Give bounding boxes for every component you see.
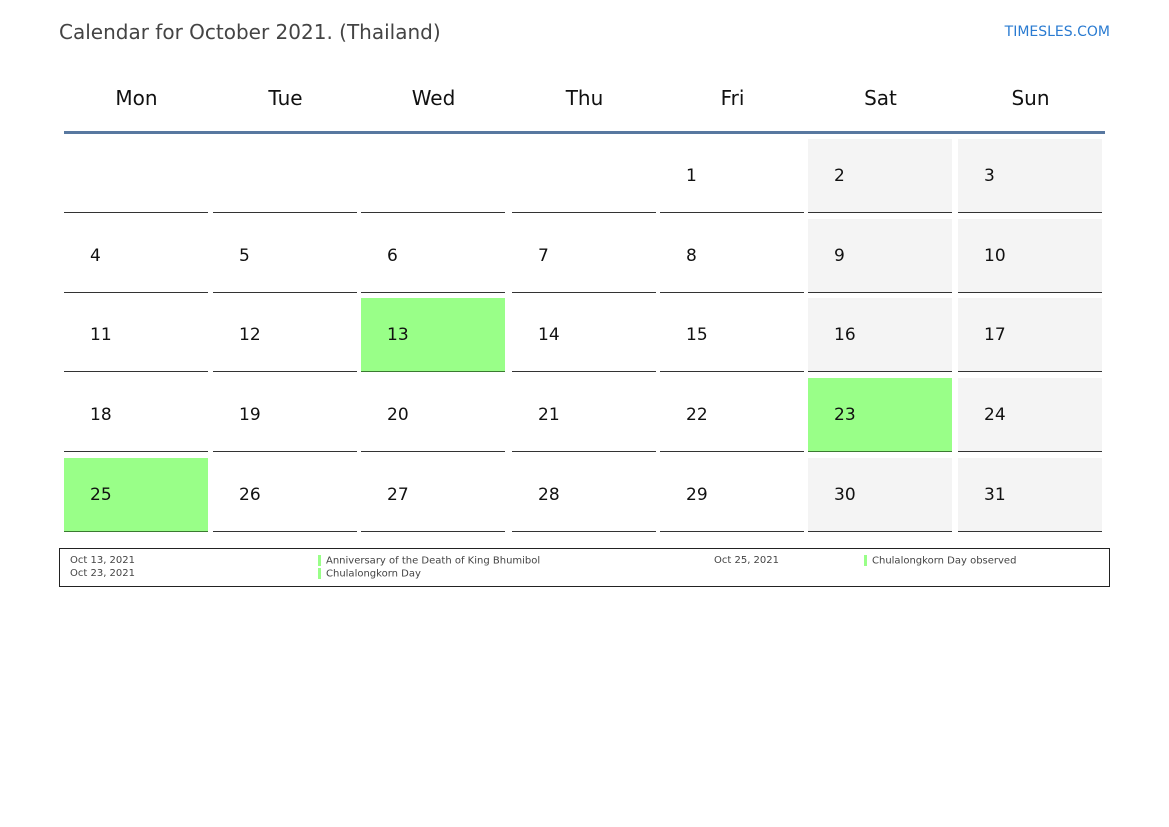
day-cell: 21: [512, 378, 656, 452]
holiday-color-marker: [318, 555, 321, 566]
weekday-header-sat: Sat: [864, 86, 897, 110]
weekday-header-wed: Wed: [411, 86, 456, 110]
brand-link[interactable]: TIMESLES.COM: [1004, 24, 1110, 40]
day-cell: [213, 139, 357, 213]
day-number: 14: [538, 325, 560, 345]
day-number: 2: [834, 166, 845, 186]
legend-holiday: Chulalongkorn Day: [318, 568, 421, 580]
legend-holiday-name: Anniversary of the Death of King Bhumibo…: [326, 555, 541, 567]
day-cell: 3: [958, 139, 1102, 213]
day-number: 16: [834, 325, 856, 345]
day-number: 12: [239, 325, 261, 345]
day-number: 31: [984, 485, 1006, 505]
day-number: 10: [984, 246, 1006, 266]
day-number: 17: [984, 325, 1006, 345]
day-cell: 19: [213, 378, 357, 452]
day-number: 4: [90, 246, 101, 266]
day-cell: 10: [958, 219, 1102, 293]
day-cell: 24: [958, 378, 1102, 452]
day-cell: 14: [512, 298, 656, 372]
day-number: 13: [387, 325, 409, 345]
header-divider: [64, 131, 1105, 134]
day-cell: 28: [512, 458, 656, 532]
day-cell: 2: [808, 139, 952, 213]
day-cell: 27: [361, 458, 505, 532]
day-number: 30: [834, 485, 856, 505]
legend-date: Oct 13, 2021: [70, 555, 135, 566]
day-number: 27: [387, 485, 409, 505]
day-cell: 31: [958, 458, 1102, 532]
legend-holiday: Anniversary of the Death of King Bhumibo…: [318, 555, 540, 567]
weekday-header-sun: Sun: [1011, 86, 1050, 110]
day-number: 7: [538, 246, 549, 266]
day-number: 26: [239, 485, 261, 505]
day-number: 8: [686, 246, 697, 266]
day-cell: 8: [660, 219, 804, 293]
legend-holiday-name: Chulalongkorn Day: [326, 568, 421, 580]
day-cell: 17: [958, 298, 1102, 372]
day-cell: 1: [660, 139, 804, 213]
day-number: 6: [387, 246, 398, 266]
legend-date: Oct 25, 2021: [714, 555, 779, 566]
day-cell: [512, 139, 656, 213]
day-cell: 15: [660, 298, 804, 372]
day-number: 3: [984, 166, 995, 186]
weekday-header-tue: Tue: [268, 86, 303, 110]
day-cell: 22: [660, 378, 804, 452]
day-cell: 13: [361, 298, 505, 372]
day-number: 28: [538, 485, 560, 505]
day-cell: [64, 139, 208, 213]
day-cell: 9: [808, 219, 952, 293]
holiday-color-marker: [864, 555, 867, 566]
weekday-header-thu: Thu: [565, 86, 604, 110]
day-cell: 25: [64, 458, 208, 532]
day-cell: 29: [660, 458, 804, 532]
page-title: Calendar for October 2021. (Thailand): [59, 20, 441, 44]
day-number: 19: [239, 405, 261, 425]
day-cell: 4: [64, 219, 208, 293]
holiday-color-marker: [318, 568, 321, 579]
day-cell: 30: [808, 458, 952, 532]
weekday-header-mon: Mon: [115, 86, 158, 110]
day-number: 18: [90, 405, 112, 425]
day-number: 29: [686, 485, 708, 505]
day-cell: 26: [213, 458, 357, 532]
day-cell: 7: [512, 219, 656, 293]
day-number: 22: [686, 405, 708, 425]
day-cell: 5: [213, 219, 357, 293]
holiday-legend: Oct 13, 2021 Oct 23, 2021 Anniversary of…: [59, 548, 1110, 587]
day-cell: 18: [64, 378, 208, 452]
day-cell: 20: [361, 378, 505, 452]
day-cell: [361, 139, 505, 213]
day-number: 5: [239, 246, 250, 266]
day-number: 20: [387, 405, 409, 425]
legend-date: Oct 23, 2021: [70, 568, 135, 579]
legend-holiday-name: Chulalongkorn Day observed: [872, 555, 1017, 567]
day-number: 11: [90, 325, 112, 345]
day-cell: 16: [808, 298, 952, 372]
weekday-header-fri: Fri: [720, 86, 745, 110]
day-number: 1: [686, 166, 697, 186]
day-number: 15: [686, 325, 708, 345]
day-number: 21: [538, 405, 560, 425]
day-cell: 12: [213, 298, 357, 372]
day-cell: 11: [64, 298, 208, 372]
day-number: 9: [834, 246, 845, 266]
legend-holiday: Chulalongkorn Day observed: [864, 555, 1016, 567]
day-number: 25: [90, 485, 112, 505]
day-cell: 6: [361, 219, 505, 293]
day-cell: 23: [808, 378, 952, 452]
day-number: 23: [834, 405, 856, 425]
day-number: 24: [984, 405, 1006, 425]
